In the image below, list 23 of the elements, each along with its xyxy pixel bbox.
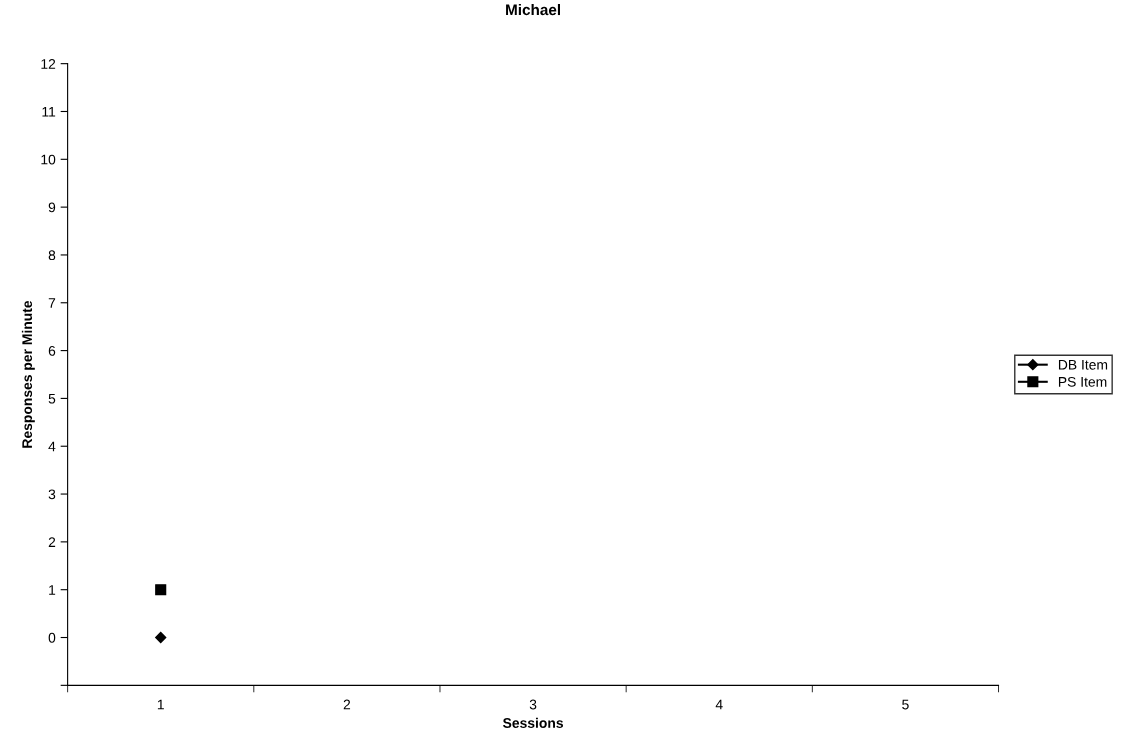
x-tick-label: 2 [343,699,351,710]
y-tick-label: 2 [48,537,56,547]
x-tick-label: 4 [715,699,723,710]
y-tick-label: 12 [41,59,56,69]
y-axis-title: Responses per Minute [21,300,35,448]
y-tick-label: 3 [48,489,56,500]
x-tick-label: 1 [157,699,164,710]
legend-label: PS Item [1058,376,1107,387]
x-tick-label: 3 [529,699,537,710]
y-tick-label: 7 [48,298,56,308]
chart-title: Michael [506,3,561,16]
y-tick-label: 11 [42,106,56,117]
x-axis-title: Sessions [502,717,563,728]
y-tick-label: 5 [48,393,56,404]
y-tick-label: 8 [48,250,56,261]
legend-label: DB Item [1058,359,1108,370]
y-tick-label: 6 [48,345,56,356]
x-tick-label: 5 [902,699,909,710]
y-tick-label: 4 [48,441,56,452]
y-tick-label: 9 [48,202,56,213]
y-tick-label: 1 [49,585,56,595]
y-tick-label: 10 [41,154,56,165]
y-tick-label: 0 [48,632,56,643]
